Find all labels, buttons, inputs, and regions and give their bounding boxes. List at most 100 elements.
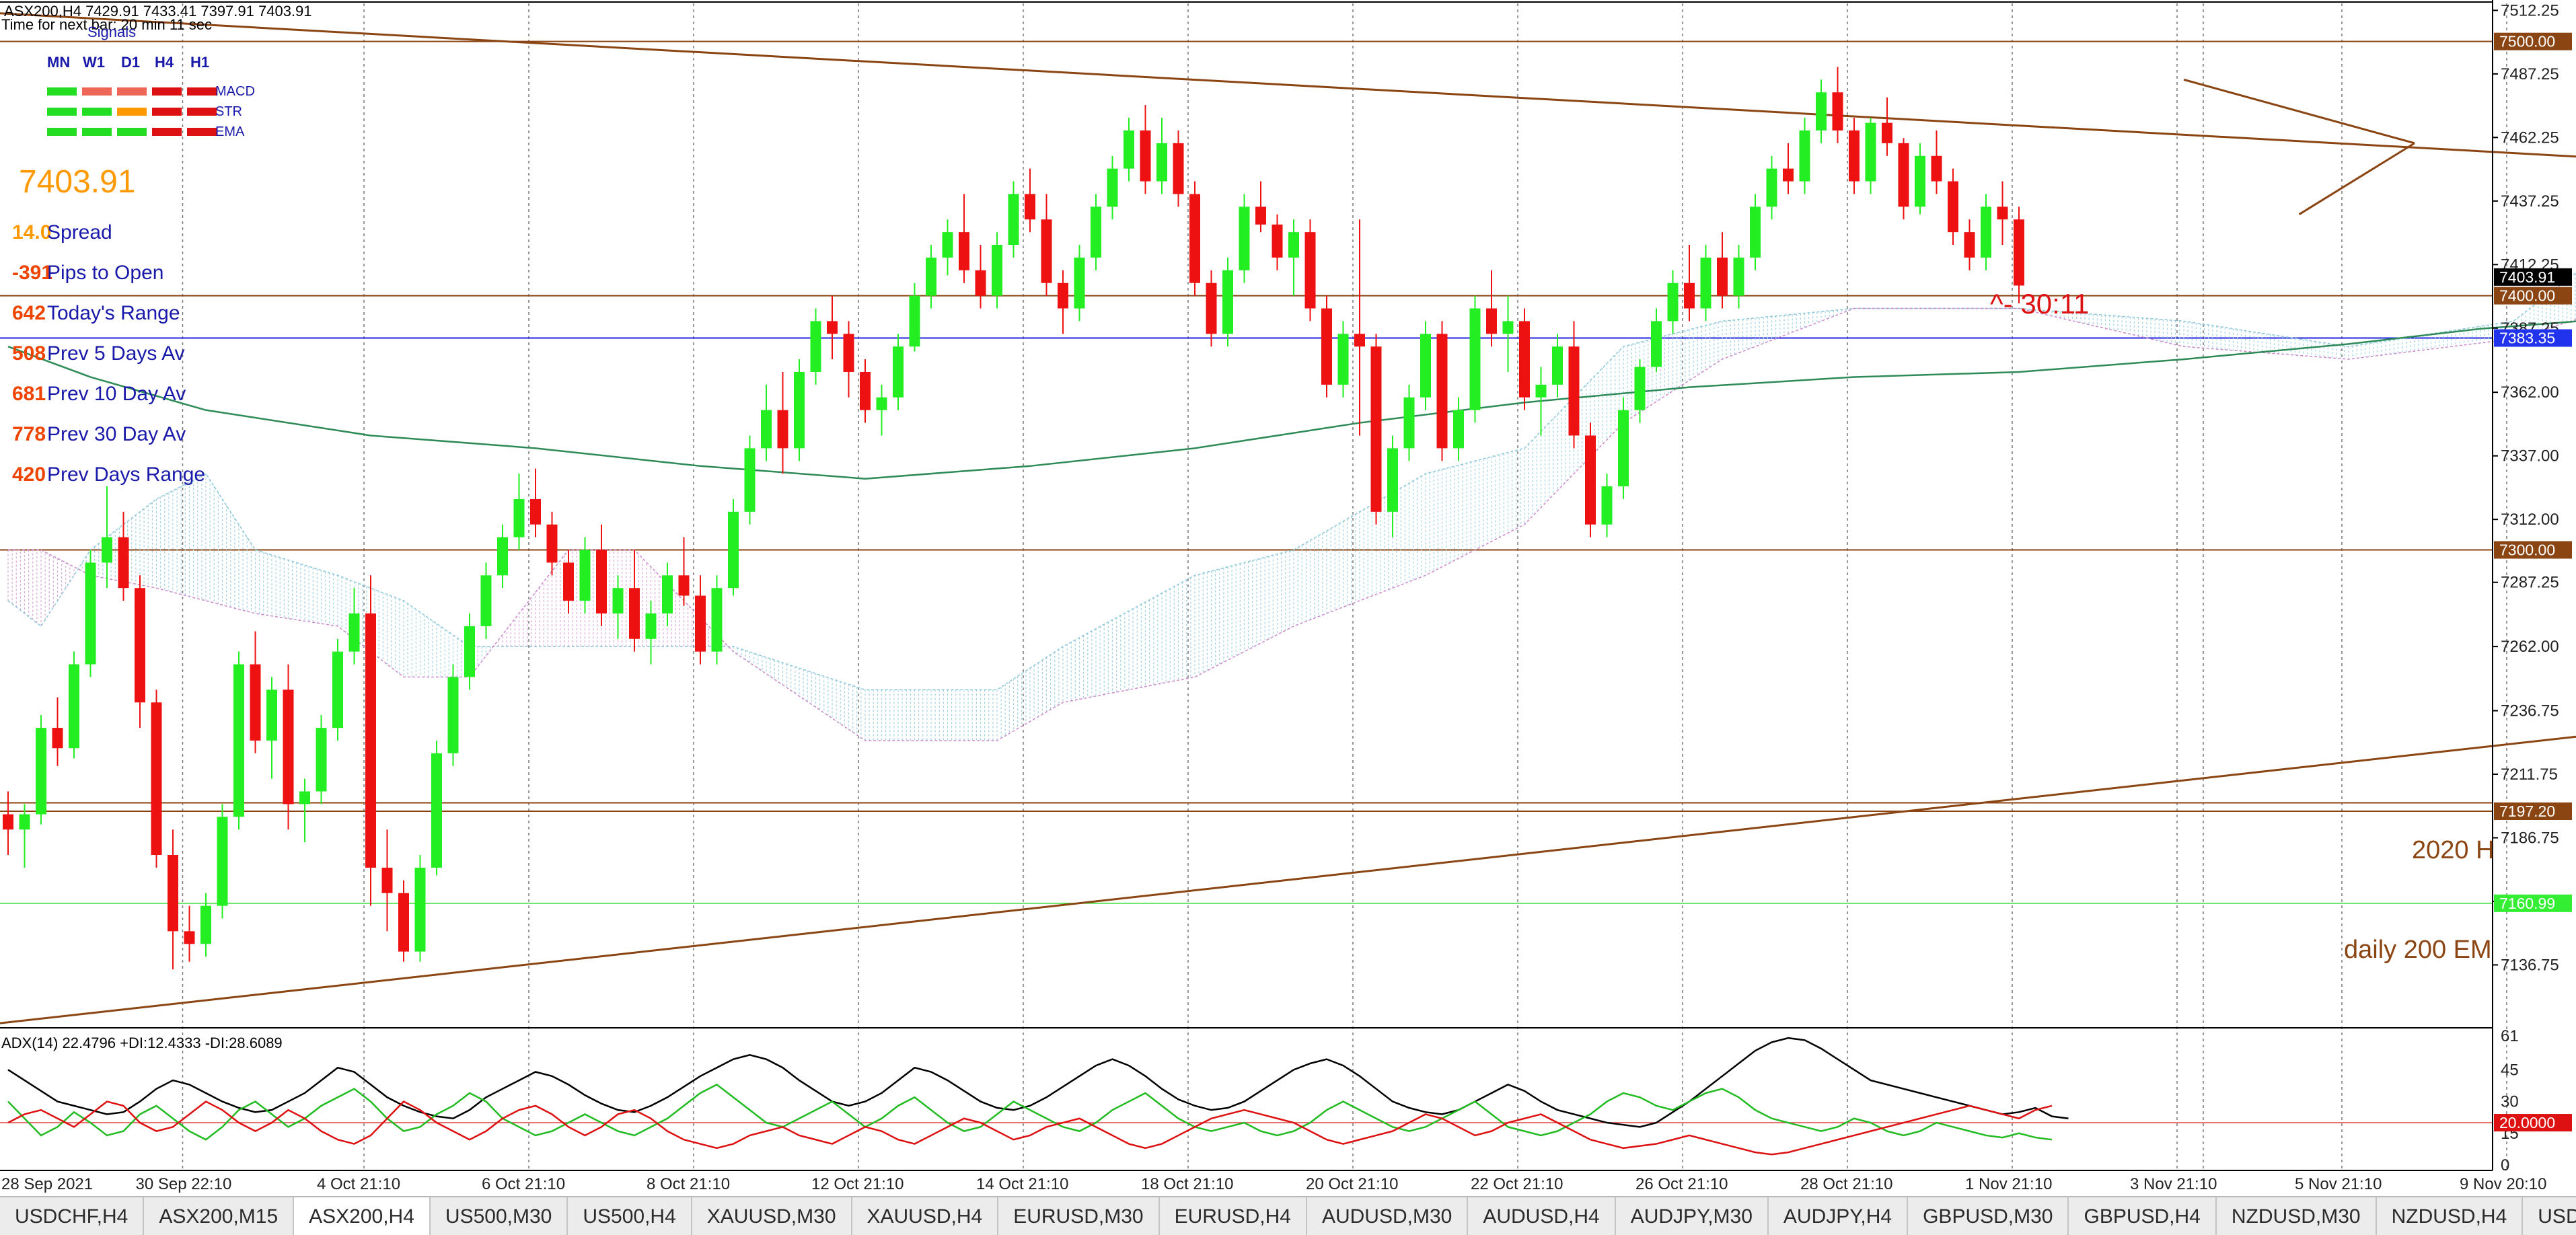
candle-body [1206, 283, 1217, 334]
tab-asx200-m15[interactable]: ASX200,M15 [144, 1197, 295, 1235]
price-levels [0, 40, 2493, 904]
candle-body [1403, 397, 1415, 449]
tab-gbpusd-h4[interactable]: GBPUSD,H4 [2069, 1197, 2217, 1235]
candle-body [1420, 334, 1431, 398]
tab-audjpy-m30[interactable]: AUDJPY,M30 [1616, 1197, 1769, 1235]
candle-body [1849, 130, 1860, 182]
adx-tick-label: 61 [2501, 1027, 2519, 1045]
candle-body [909, 295, 920, 347]
tab-eurusd-m30[interactable]: EURUSD,M30 [998, 1197, 1160, 1235]
signal-cell [152, 128, 182, 136]
candle-body [233, 664, 244, 817]
candle-body [546, 524, 558, 563]
signal-timeframe-label: H1 [190, 54, 209, 71]
candle-body [1502, 321, 1514, 334]
candle-body [612, 588, 624, 613]
signal-cell [47, 108, 77, 116]
tab-usdchf-h4[interactable]: USDCHF,H4 [0, 1197, 145, 1235]
candle-body [1981, 207, 1991, 258]
stat-label: Prev 10 Day Av [47, 383, 186, 405]
adx-tick-label: 45 [2501, 1061, 2519, 1079]
candle-body [1552, 346, 1563, 385]
tab-us500-m30[interactable]: US500,M30 [431, 1197, 568, 1235]
tab-nzdusd-m30[interactable]: NZDUSD,M30 [2217, 1197, 2377, 1235]
signal-cell [82, 87, 112, 96]
price-level-tag-text: 7383.35 [2499, 330, 2555, 347]
candle-body [893, 346, 904, 398]
candle-body [711, 588, 723, 652]
adx-indicator-label: ADX(14) 22.4796 +DI:12.4333 -DI:28.6089 [1, 1035, 283, 1051]
price-level-tag [2494, 894, 2572, 912]
candle-body [1337, 334, 1349, 385]
adx-panel [0, 1037, 2493, 1156]
candle-body [1107, 168, 1118, 207]
tab-asx200-h4[interactable]: ASX200,H4 [294, 1197, 431, 1235]
candle-body [1041, 219, 1052, 283]
candle-body [1025, 194, 1035, 220]
tab-nzdusd-h4[interactable]: NZDUSD,H4 [2377, 1197, 2524, 1235]
y-tick-label: 7437.25 [2501, 192, 2559, 211]
senkou-span-b [8, 307, 2576, 741]
chart-canvas[interactable]: 7512.257487.257462.257437.257412.257387.… [0, 0, 2576, 1196]
stat-value: 14.0 [12, 221, 51, 244]
candle-body [151, 702, 162, 856]
candle-body [1816, 92, 1827, 130]
candle-body [36, 728, 46, 815]
candle-body [1915, 155, 1925, 207]
candle-body [1370, 346, 1382, 512]
candle-body [975, 270, 986, 296]
candle-body [761, 410, 772, 449]
trendline-upper [0, 12, 2576, 158]
candle-body [1601, 486, 1613, 525]
candle-body [1288, 232, 1299, 258]
tab-audusd-h4[interactable]: AUDUSD,H4 [1468, 1197, 1616, 1235]
tab-xauusd-m30[interactable]: XAUUSD,M30 [692, 1197, 852, 1235]
candle-body [695, 595, 706, 652]
signal-row-label: STR [215, 104, 242, 119]
tab-xauusd-h4[interactable]: XAUUSD,H4 [852, 1197, 999, 1235]
candle-body [52, 728, 63, 749]
vertical-grid [182, 3, 2507, 1170]
stat-label: Spread [47, 221, 112, 244]
ema-200-line [7, 320, 2576, 480]
signal-timeframe-label: D1 [121, 54, 140, 71]
candle-body [283, 689, 294, 804]
label-daily-200-ema: daily 200 EM [2344, 936, 2492, 964]
countdown-label: ^- 30:11 [1990, 288, 2089, 320]
signal-cell [187, 108, 217, 116]
candle-body [1865, 122, 1876, 182]
candle-body [102, 537, 112, 563]
signal-cell [187, 128, 217, 136]
candle-body [316, 728, 327, 792]
stat-value: 642 [12, 302, 46, 324]
x-tick-label: 3 Nov 21:10 [2130, 1175, 2217, 1193]
tab-audjpy-h4[interactable]: AUDJPY,H4 [1769, 1197, 1909, 1235]
candle-body [1931, 155, 1942, 182]
y-tick-label: 7287.25 [2501, 574, 2559, 592]
adx-level-tag [2494, 1114, 2572, 1132]
tab-us500-h4[interactable]: US500,H4 [568, 1197, 692, 1235]
candle-body [1008, 194, 1019, 246]
y-tick-label: 7236.75 [2501, 702, 2559, 720]
candle-body [629, 588, 640, 639]
signal-cell [117, 87, 147, 96]
tab-audusd-m30[interactable]: AUDUSD,M30 [1307, 1197, 1469, 1235]
trendline-lower [0, 735, 2576, 1024]
tab-usd[interactable]: USD [2523, 1197, 2576, 1235]
price-level-tag [2494, 32, 2572, 50]
candle-body [645, 613, 657, 639]
candle-body [827, 321, 838, 334]
price-level-tag [2494, 329, 2572, 347]
candle-body [85, 562, 96, 665]
candle-body [1222, 270, 1233, 334]
candle-body [794, 371, 805, 449]
signal-timeframe-label: MN [47, 54, 70, 71]
y-tick-label: 7462.25 [2501, 128, 2559, 147]
y-tick-label: 7136.75 [2501, 956, 2559, 974]
price-level-tag [2494, 268, 2572, 286]
tab-eurusd-h4[interactable]: EURUSD,H4 [1160, 1197, 1307, 1235]
tab-gbpusd-m30[interactable]: GBPUSD,M30 [1908, 1197, 2069, 1235]
adx-series-adx [7, 1037, 2069, 1128]
y-tick-label: 7487.25 [2501, 65, 2559, 83]
candle-body [860, 371, 871, 410]
